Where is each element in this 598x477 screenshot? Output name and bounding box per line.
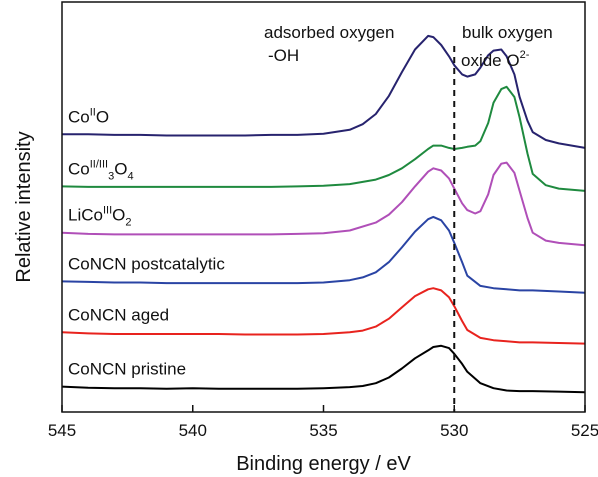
annotation-oxide-sup: 2- [520,49,530,61]
series-label-3: LiCoIIIO2 [68,205,132,229]
series-line-2 [61,215,586,294]
x-axis-title: Binding energy / eV [236,453,411,475]
annotation-oxide-text: oxide O [461,51,520,70]
annotation-oxide: oxide O2- [461,49,530,70]
y-axis-title: Relative intensity [13,131,35,282]
series-label-0: CoNCN pristine [68,360,186,379]
series-line-1 [61,287,586,345]
series-line-5 [62,34,586,149]
x-tick-label-535: 535 [309,421,337,440]
series-label-4: CoII/III3O4 [68,158,134,182]
series-label-5: CoIIO [68,106,109,126]
annotation-adsorbed-oxygen: adsorbed oxygen [264,23,394,42]
series-labels: CoNCN pristine CoNCN aged CoNCN postcataly… [68,106,225,378]
series-line-0 [61,344,586,394]
x-tick-label-540: 540 [179,421,207,440]
series-layer [61,34,586,394]
annotation-bulk-oxygen: bulk oxygen [462,23,553,42]
x-tick-label-530: 530 [440,421,468,440]
x-tick-label-545: 545 [48,421,76,440]
series-label-1: CoNCN aged [68,305,169,324]
series-line-4 [61,85,586,192]
x-tick-label-525: 525 [571,421,598,440]
series-line-3 [61,161,586,247]
series-label-2: CoNCN postcatalytic [68,254,225,273]
annotation-oh: -OH [268,46,299,65]
x-axis-ticks: 545 540 535 530 525 [48,405,598,440]
